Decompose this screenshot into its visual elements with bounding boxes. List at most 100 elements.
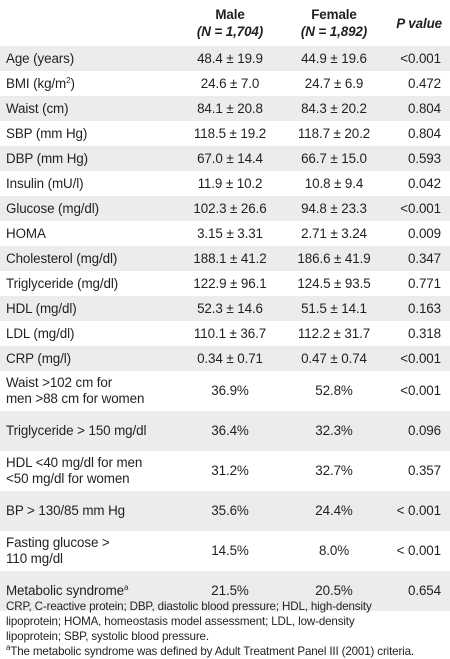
female-value: 20.5% — [284, 571, 384, 611]
header-label-column — [0, 0, 176, 46]
row-label: Triglyceride > 150 mg/dl — [0, 411, 176, 451]
male-value: 0.34 ± 0.71 — [176, 346, 284, 371]
female-value: 51.5 ± 14.1 — [284, 296, 384, 321]
row-label-sup: a — [124, 583, 129, 592]
female-value: 52.8% — [284, 371, 384, 411]
row-label: DBP (mm Hg) — [0, 146, 176, 171]
table-row: BMI (kg/m2) 24.6 ± 7.0 24.7 ± 6.9 0.472 — [0, 71, 450, 96]
header-male-title: Male — [215, 7, 245, 22]
p-value: <0.001 — [384, 46, 450, 71]
p-value: 0.347 — [384, 246, 450, 271]
row-label: Fasting glucose >110 mg/dl — [0, 531, 176, 571]
male-value: 36.9% — [176, 371, 284, 411]
row-label-text: Metabolic syndrome — [6, 583, 125, 598]
table-footnotes: CRP, C-reactive protein; DBP, diastolic … — [6, 599, 446, 659]
table-row: Insulin (mU/l) 11.9 ± 10.2 10.8 ± 9.4 0.… — [0, 171, 450, 196]
female-value: 84.3 ± 20.2 — [284, 96, 384, 121]
p-value: 0.804 — [384, 96, 450, 121]
male-value: 52.3 ± 14.6 — [176, 296, 284, 321]
table-row: Triglyceride (mg/dl) 122.9 ± 96.1 124.5 … — [0, 271, 450, 296]
characteristics-table: Male (N = 1,704) Female (N = 1,892) P va… — [0, 0, 450, 611]
table-row: HDL (mg/dl) 52.3 ± 14.6 51.5 ± 14.1 0.16… — [0, 296, 450, 321]
male-value: 31.2% — [176, 451, 284, 491]
row-label: Cholesterol (mg/dl) — [0, 246, 176, 271]
definition-note: aThe metabolic syndrome was defined by A… — [6, 644, 446, 659]
p-value: 0.163 — [384, 296, 450, 321]
table-row: Glucose (mg/dl) 102.3 ± 26.6 94.8 ± 23.3… — [0, 196, 450, 221]
female-value: 0.47 ± 0.74 — [284, 346, 384, 371]
row-label: HDL (mg/dl) — [0, 296, 176, 321]
p-value: 0.804 — [384, 121, 450, 146]
female-value: 94.8 ± 23.3 — [284, 196, 384, 221]
p-value: 0.654 — [384, 571, 450, 611]
female-value: 66.7 ± 15.0 — [284, 146, 384, 171]
row-label: LDL (mg/dl) — [0, 321, 176, 346]
male-value: 35.6% — [176, 491, 284, 531]
row-label: Insulin (mU/l) — [0, 171, 176, 196]
table-row: SBP (mm Hg) 118.5 ± 19.2 118.7 ± 20.2 0.… — [0, 121, 450, 146]
footnote-marker: a — [6, 643, 11, 652]
p-value: <0.001 — [384, 346, 450, 371]
p-value: 0.472 — [384, 71, 450, 96]
male-value: 36.4% — [176, 411, 284, 451]
row-label-line: Fasting glucose > — [6, 535, 110, 550]
header-female-title: Female — [311, 7, 357, 22]
table-row: Waist >102 cm for men >88 cm for women 36… — [0, 371, 450, 411]
row-label-sup: 2 — [66, 75, 71, 85]
abbreviations-line: lipoprotein; HOMA, homeostasis model ass… — [6, 615, 355, 628]
row-label-line: <50 mg/dl for women — [6, 471, 130, 486]
row-label: Waist >102 cm for men >88 cm for women — [0, 371, 176, 411]
row-label: Glucose (mg/dl) — [0, 196, 176, 221]
row-label: HDL <40 mg/dl for men <50 mg/dl for women — [0, 451, 176, 491]
male-value: 67.0 ± 14.4 — [176, 146, 284, 171]
male-value: 48.4 ± 19.9 — [176, 46, 284, 71]
female-value: 32.7% — [284, 451, 384, 491]
p-value: 0.318 — [384, 321, 450, 346]
p-value: 0.357 — [384, 451, 450, 491]
abbreviations-line: CRP, C-reactive protein; DBP, diastolic … — [6, 600, 372, 613]
table-header-row: Male (N = 1,704) Female (N = 1,892) P va… — [0, 0, 450, 46]
header-pvalue: P value — [384, 0, 450, 46]
p-value: <0.001 — [384, 196, 450, 221]
male-value: 118.5 ± 19.2 — [176, 121, 284, 146]
table-row: HDL <40 mg/dl for men <50 mg/dl for women… — [0, 451, 450, 491]
p-value: 0.042 — [384, 171, 450, 196]
row-label: CRP (mg/l) — [0, 346, 176, 371]
table-row: BP > 130/85 mm Hg 35.6% 24.4% < 0.001 — [0, 491, 450, 531]
female-value: 112.2 ± 31.7 — [284, 321, 384, 346]
row-label: BMI (kg/m2) — [0, 71, 176, 96]
table-row: Waist (cm) 84.1 ± 20.8 84.3 ± 20.2 0.804 — [0, 96, 450, 121]
table-row: CRP (mg/l) 0.34 ± 0.71 0.47 ± 0.74 <0.00… — [0, 346, 450, 371]
female-value: 44.9 ± 19.6 — [284, 46, 384, 71]
p-value: 0.771 — [384, 271, 450, 296]
table-row: Age (years) 48.4 ± 19.9 44.9 ± 19.6 <0.0… — [0, 46, 450, 71]
p-value: < 0.001 — [384, 491, 450, 531]
table-row: Metabolic syndromea 21.5% 20.5% 0.654 — [0, 571, 450, 611]
row-label-line: 110 mg/dl — [6, 551, 63, 566]
row-label-line: Waist >102 cm for — [6, 375, 113, 390]
male-value: 102.3 ± 26.6 — [176, 196, 284, 221]
row-label: Waist (cm) — [0, 96, 176, 121]
table-row: Triglyceride > 150 mg/dl 36.4% 32.3% 0.0… — [0, 411, 450, 451]
male-value: 188.1 ± 41.2 — [176, 246, 284, 271]
abbreviations-line: lipoprotein; SBP, systolic blood pressur… — [6, 630, 209, 643]
row-label-text: BMI (kg/m — [6, 75, 67, 91]
male-value: 84.1 ± 20.8 — [176, 96, 284, 121]
row-label: Metabolic syndromea — [0, 571, 176, 611]
male-value: 3.15 ± 3.31 — [176, 221, 284, 246]
row-label: Age (years) — [0, 46, 176, 71]
male-value: 11.9 ± 10.2 — [176, 171, 284, 196]
table-row: HOMA 3.15 ± 3.31 2.71 ± 3.24 0.009 — [0, 221, 450, 246]
female-value: 8.0% — [284, 531, 384, 571]
header-male-n: (N = 1,704) — [196, 24, 264, 39]
p-value: < 0.001 — [384, 531, 450, 571]
female-value: 2.71 ± 3.24 — [284, 221, 384, 246]
p-value: <0.001 — [384, 371, 450, 411]
female-value: 24.4% — [284, 491, 384, 531]
table-row: Fasting glucose >110 mg/dl 14.5% 8.0% < … — [0, 531, 450, 571]
row-label: SBP (mm Hg) — [0, 121, 176, 146]
p-value: 0.096 — [384, 411, 450, 451]
female-value: 10.8 ± 9.4 — [284, 171, 384, 196]
row-label: BP > 130/85 mm Hg — [0, 491, 176, 531]
male-value: 122.9 ± 96.1 — [176, 271, 284, 296]
